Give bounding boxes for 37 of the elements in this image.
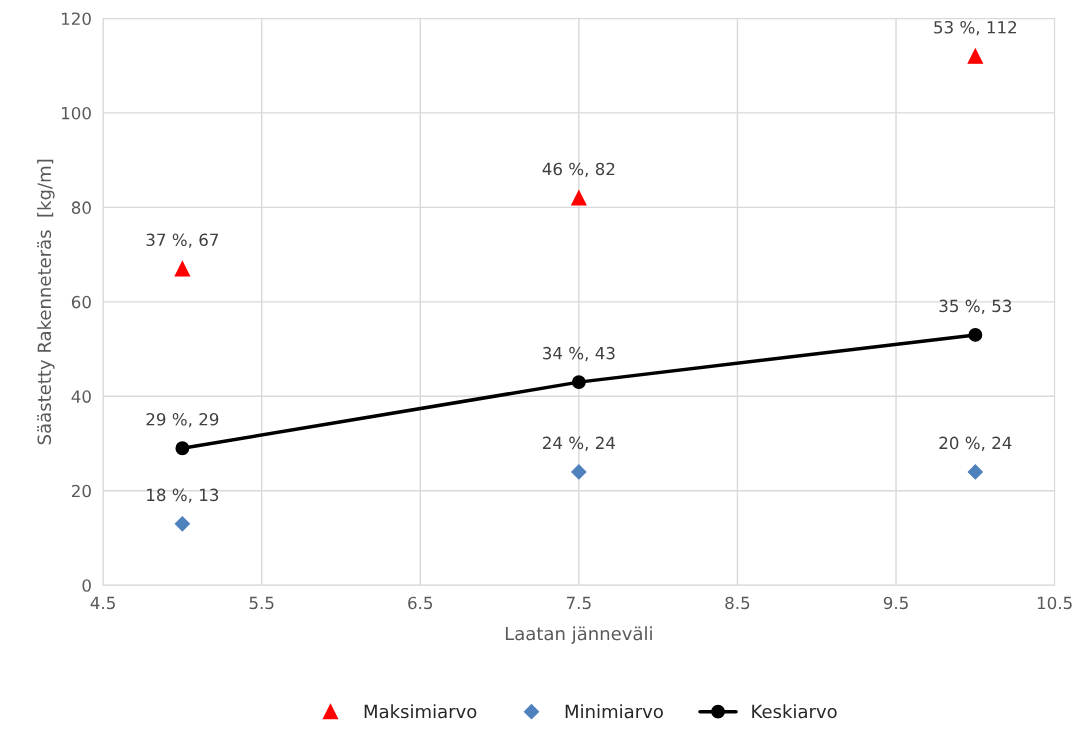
point	[571, 464, 587, 480]
data-label: 24 %, 24	[543, 436, 615, 451]
point	[174, 261, 191, 277]
x-tick-label: 4.5	[90, 596, 115, 610]
data-label: 37 %, 67	[146, 233, 219, 248]
x-tick-label: 5.5	[249, 596, 274, 610]
x-axis-title: Laatan jänneväli	[505, 626, 652, 644]
data-label: 29 %, 29	[146, 412, 219, 428]
point	[967, 48, 983, 64]
data-label: 18 %, 13	[147, 488, 219, 503]
data-label: 34 %, 43	[543, 346, 615, 362]
x-tick-label: 6.5	[408, 596, 433, 610]
y-tick-label: 120	[61, 12, 91, 26]
x-tick-label: 10.5	[1037, 596, 1072, 610]
legend-label: Maksimiarvo	[364, 704, 477, 719]
data-label: 46 %, 82	[542, 162, 615, 177]
point	[968, 327, 983, 342]
y-tick-label: 20	[71, 484, 91, 498]
y-tick-label: 0	[82, 579, 91, 592]
y-tick-label: 80	[71, 201, 91, 214]
data-label: 35 %, 53	[939, 299, 1012, 314]
point	[175, 441, 190, 456]
legend-label: Minimiarvo	[565, 704, 663, 719]
y-tick-label: 40	[71, 390, 91, 403]
x-tick-label: 9.5	[883, 596, 908, 610]
legend-label: Keskiarvo	[752, 704, 837, 719]
point	[174, 516, 190, 532]
x-tick-label: 7.5	[566, 596, 591, 610]
y-tick-label: 100	[61, 106, 91, 120]
data-label: 20 %, 24	[939, 436, 1012, 451]
y-tick-label: 60	[71, 295, 91, 309]
data-label: 53 %, 112	[934, 20, 1017, 36]
x-tick-label: 8.5	[725, 596, 750, 610]
point	[967, 464, 983, 480]
point	[571, 190, 587, 206]
point	[571, 375, 586, 390]
y-axis-title: Säästetty Rakenneteräs [kg/m]	[37, 159, 55, 445]
